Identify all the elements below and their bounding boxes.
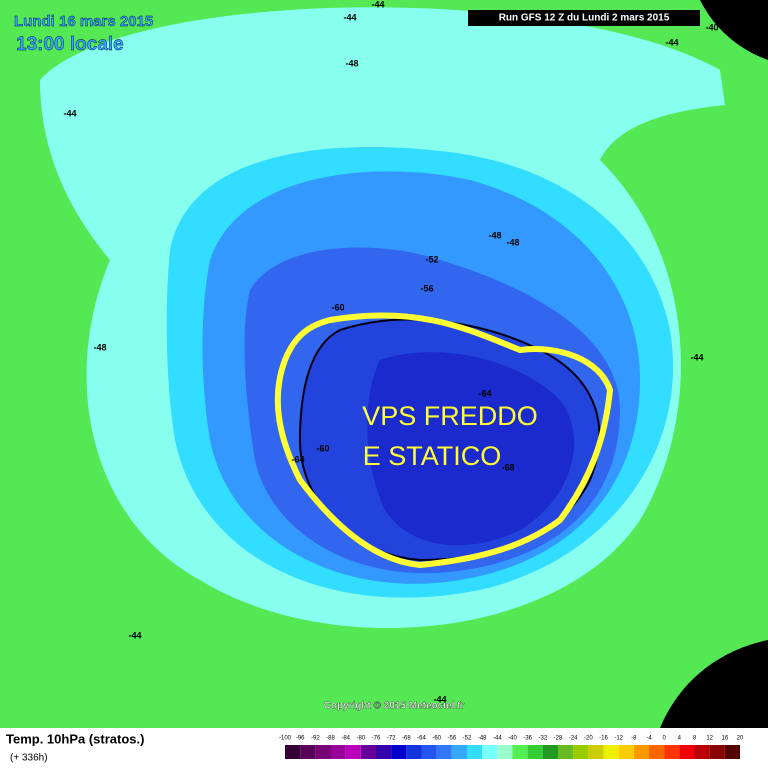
legend-swatch: [679, 745, 695, 759]
legend-tick: 4: [678, 736, 682, 742]
legend-swatch: [300, 745, 316, 759]
legend-subtitle: (+ 336h): [10, 753, 48, 764]
legend-tick: -100: [279, 736, 292, 742]
contour-label: -52: [425, 254, 438, 264]
contour-label: -48: [488, 230, 501, 240]
legend-tick: -68: [402, 736, 411, 742]
date-label: Lundi 16 mars 2015: [14, 13, 153, 30]
legend-swatch: [573, 745, 589, 759]
legend-tick: 20: [737, 736, 744, 742]
annotation: VPS FREDDO: [362, 401, 538, 431]
legend-tick: -20: [584, 736, 593, 742]
legend-swatch: [376, 745, 392, 759]
legend-swatch: [436, 745, 452, 759]
legend-swatch: [451, 745, 467, 759]
legend-tick: 16: [721, 736, 728, 742]
legend-swatch: [360, 745, 376, 759]
legend-tick: -64: [417, 736, 426, 742]
legend-swatch: [315, 745, 331, 759]
legend-tick: -40: [508, 736, 517, 742]
legend-swatch: [588, 745, 604, 759]
legend-swatch: [618, 745, 634, 759]
legend-tick: -36: [523, 736, 532, 742]
contour-label: -48: [345, 58, 358, 68]
legend-title: Temp. 10hPa (stratos.): [6, 731, 144, 746]
legend-swatch: [527, 745, 543, 759]
contour-label: -44: [128, 630, 141, 640]
contour-label: -44: [371, 0, 384, 9]
legend-tick: -80: [356, 736, 365, 742]
contour-label: -68: [501, 462, 514, 472]
corner-shape: [660, 640, 768, 728]
corner-shape: [700, 0, 768, 60]
legend-tick: -28: [554, 736, 563, 742]
legend-swatch: [421, 745, 437, 759]
contour-label: -40: [705, 22, 718, 32]
contour-label: -60: [316, 443, 329, 453]
legend-swatch: [542, 745, 558, 759]
legend-tick: 8: [693, 736, 697, 742]
legend-swatch: [497, 745, 513, 759]
legend-swatch: [482, 745, 498, 759]
legend-swatch: [633, 745, 649, 759]
legend-tick: -52: [463, 736, 472, 742]
zone-68: [367, 352, 575, 546]
legend-swatch: [694, 745, 710, 759]
legend-tick: -88: [326, 736, 335, 742]
legend-tick: -72: [387, 736, 396, 742]
legend-swatch: [709, 745, 725, 759]
legend-tick: -24: [569, 736, 578, 742]
legend-tick: -96: [296, 736, 305, 742]
legend-swatch: [285, 745, 301, 759]
contour-label: -64: [291, 454, 304, 464]
contour-label: -56: [420, 283, 433, 293]
contour-label: -48: [506, 237, 519, 247]
contour-label: -44: [63, 108, 76, 118]
legend-tick: -56: [447, 736, 456, 742]
legend-tick: -4: [646, 736, 652, 742]
legend-swatch: [345, 745, 361, 759]
contour-label: -44: [690, 352, 703, 362]
contour-label: -40: [711, 659, 724, 669]
legend-tick: -92: [311, 736, 320, 742]
legend-tick: -16: [599, 736, 608, 742]
legend-swatch: [330, 745, 346, 759]
contour-label: -44: [665, 37, 678, 47]
run-label: Run GFS 12 Z du Lundi 2 mars 2015: [499, 13, 670, 24]
annotation: E STATICO: [363, 441, 502, 471]
legend-swatch: [664, 745, 680, 759]
legend-tick: -12: [614, 736, 623, 742]
time-label: 13:00 locale: [16, 34, 124, 55]
legend-tick: -60: [432, 736, 441, 742]
legend-tick: 12: [706, 736, 713, 742]
legend-swatch: [391, 745, 407, 759]
contour-label: -44: [343, 12, 356, 22]
legend-swatch: [724, 745, 740, 759]
legend-swatch: [649, 745, 665, 759]
legend-tick: -84: [341, 736, 350, 742]
legend-swatch: [558, 745, 574, 759]
legend-swatch: [512, 745, 528, 759]
highlight-loop: [274, 312, 614, 569]
legend-swatch: [603, 745, 619, 759]
copyright: Copyright © 2015 Meteociel.fr: [324, 701, 465, 712]
contour-label: -60: [331, 302, 344, 312]
contour-label: -44: [433, 694, 446, 704]
legend-tick: -8: [631, 736, 637, 742]
legend-tick: 0: [662, 736, 666, 742]
run-box: [468, 10, 700, 26]
legend-tick: -76: [372, 736, 381, 742]
legend-swatch: [406, 745, 422, 759]
contour-label: -48: [93, 342, 106, 352]
legend-tick: -48: [478, 736, 487, 742]
legend-tick: -44: [493, 736, 502, 742]
contour-label: -64: [478, 388, 491, 398]
legend-tick: -32: [538, 736, 547, 742]
legend-swatch: [467, 745, 483, 759]
